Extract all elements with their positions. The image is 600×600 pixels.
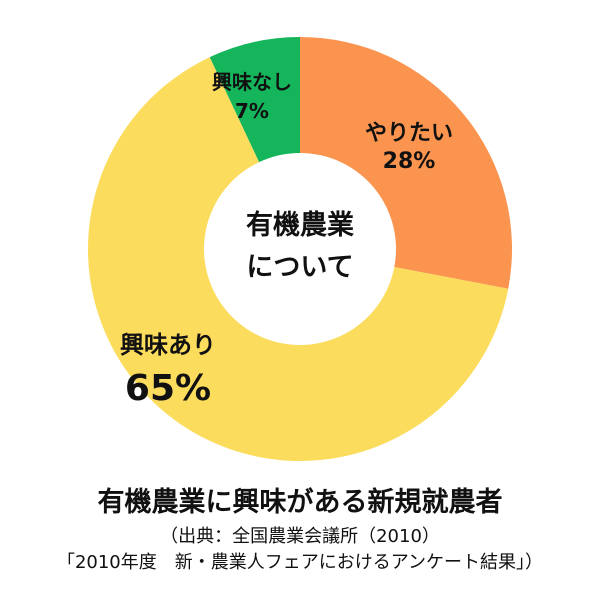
center-label-line1: 有機農業 [246, 210, 354, 241]
donut-slice-1 [87, 57, 509, 461]
source-line-2: 「2010年度 新・農業人フェアにおけるアンケート結果」） [56, 552, 544, 573]
slice-label-text: 興味あり [120, 331, 216, 359]
slice-label-text: 興味なし [212, 70, 292, 94]
center-label: 有機農業 について [200, 205, 400, 289]
center-label-line2: について [246, 251, 354, 283]
slice-label-value: 65% [124, 368, 212, 409]
slice-label-kyomi-ari: 興味あり 65% [120, 330, 216, 411]
source-line-1: （出典：全国農業会議所（2010） [160, 526, 440, 547]
slice-label-text: やりたい [365, 121, 454, 146]
slice-label-value: 7% [235, 99, 269, 123]
donut-slice-0 [300, 37, 512, 289]
chart-title: 有機農業に興味がある新規就農者 [97, 487, 503, 518]
slice-label-value: 28% [382, 148, 436, 174]
slice-label-kyomi-nashi: 興味なし 7% [212, 70, 292, 124]
slice-label-yaritai: やりたい 28% [365, 120, 453, 175]
donut-slice-2 [209, 37, 300, 163]
